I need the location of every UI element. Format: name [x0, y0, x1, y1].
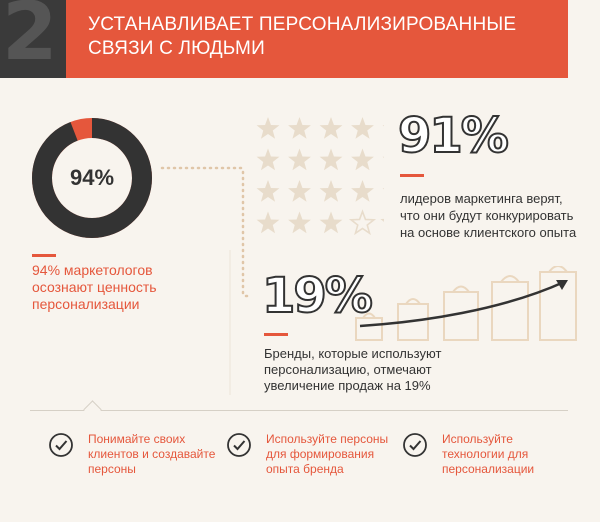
star-filled-icon: [351, 148, 374, 171]
shopping-bag-icon: [491, 275, 529, 341]
tip-2-text: Используйте персоны для формирования опы…: [266, 432, 388, 477]
stat-94-line-3: персонализации: [32, 296, 140, 312]
stat-91-value: 91%: [397, 108, 510, 164]
section-divider: [30, 410, 568, 411]
stat-94-rule: [32, 254, 56, 257]
stat-19-text: Бренды, которые используют персонализаци…: [264, 346, 494, 394]
tip-1-line-3: персоны: [88, 462, 136, 476]
star-filled-icon: [256, 180, 280, 202]
stat-94-line-2: осознают ценность: [32, 279, 157, 295]
stat-91-line-2: что они будут конкурировать: [400, 208, 574, 223]
star-filled-icon: [351, 117, 374, 139]
star-filled-icon: [319, 148, 343, 171]
title-line-1: УСТАНАВЛИВАЕТ ПЕРСОНАЛИЗИРОВАННЫЕ: [88, 14, 517, 35]
stat-91-text: лидеров маркетинга верят, что они будут …: [400, 190, 590, 241]
stat-19-line-3: увеличение продаж на 19%: [264, 378, 431, 393]
star-filled-icon: [256, 117, 280, 139]
stat-19-line-1: Бренды, которые используют: [264, 346, 442, 361]
tip-2-line-2: для формирования: [266, 447, 375, 461]
star-filled-icon: [256, 148, 280, 171]
dotted-connectors: [160, 166, 254, 395]
tip-1: Понимайте своих клиентов и создавайте пе…: [48, 432, 215, 477]
section-number-box: 2: [0, 0, 66, 78]
star-filled-icon: [288, 117, 311, 139]
tip-3-line-3: персонализации: [442, 462, 535, 476]
tip-3-text: Используйте технологии для персонализаци…: [442, 432, 534, 477]
donut-chart-94: [32, 118, 152, 238]
donut-value: 94%: [69, 165, 115, 190]
star-filled-icon: [288, 148, 311, 171]
check-circle-icon: [49, 433, 73, 457]
stat-94-text: 94% маркетологов осознают ценность персо…: [32, 262, 202, 313]
stat-91-rule: [400, 174, 424, 177]
tip-3-line-2: технологии для: [442, 447, 529, 461]
tip-1-text: Понимайте своих клиентов и создавайте пе…: [88, 432, 215, 477]
star-filled-icon: [319, 180, 343, 202]
star-filled-icon: [351, 180, 374, 202]
star-rating-grid: [256, 117, 384, 236]
star-filled-icon: [288, 211, 311, 234]
star-filled-icon: [288, 180, 311, 202]
stat-19-value: 19%: [261, 268, 374, 324]
star-filled-icon: [256, 211, 280, 234]
tip-2-line-1: Используйте персоны: [266, 432, 389, 446]
shopping-bag-icon: [539, 266, 577, 341]
shopping-bags-growth-illustration: [355, 266, 577, 341]
stat-19-line-2: персонализацию, отмечают: [264, 362, 432, 377]
donut-fill-arc: [32, 118, 152, 238]
section-header: 2 УСТАНАВЛИВАЕТ ПЕРСОНАЛИЗИРОВАННЫЕ СВЯЗ…: [0, 0, 568, 78]
stat-91-line-3: на основе клиентского опыта: [400, 225, 577, 240]
star-filled-icon: [382, 156, 384, 158]
stat-91-line-1: лидеров маркетинга верят,: [400, 191, 563, 206]
tip-1-line-2: клиентов и создавайте: [88, 447, 216, 461]
tip-1-line-1: Понимайте своих: [88, 432, 186, 446]
growth-arrow: [359, 280, 565, 328]
tip-2: Используйте персоны для формирования опы…: [226, 432, 388, 477]
stat-94-line-1: 94% маркетологов: [32, 262, 153, 278]
tip-2-line-3: опыта бренда: [266, 462, 344, 476]
star-filled-icon: [382, 188, 384, 190]
star-filled-icon: [382, 125, 384, 127]
star-outline-icon: [380, 218, 384, 222]
star-outline-icon: [348, 209, 377, 236]
title-banner: [66, 0, 568, 78]
star-filled-icon: [319, 211, 343, 234]
title-line-2: СВЯЗИ С ЛЮДЬМИ: [88, 38, 265, 59]
section-number: 2: [2, 0, 58, 78]
star-filled-icon: [319, 117, 343, 139]
shopping-bag-icon: [355, 312, 383, 341]
section-title: УСТАНАВЛИВАЕТ ПЕРСОНАЛИЗИРОВАННЫЕ СВЯЗИ …: [88, 13, 548, 61]
arrow-head-icon: [556, 280, 568, 290]
stat-19-rule: [264, 333, 288, 336]
check-circle-icon: [403, 433, 427, 457]
check-circle-icon: [227, 433, 251, 457]
tip-3: Используйте технологии для персонализаци…: [402, 432, 534, 477]
tip-3-line-1: Используйте: [442, 432, 513, 446]
